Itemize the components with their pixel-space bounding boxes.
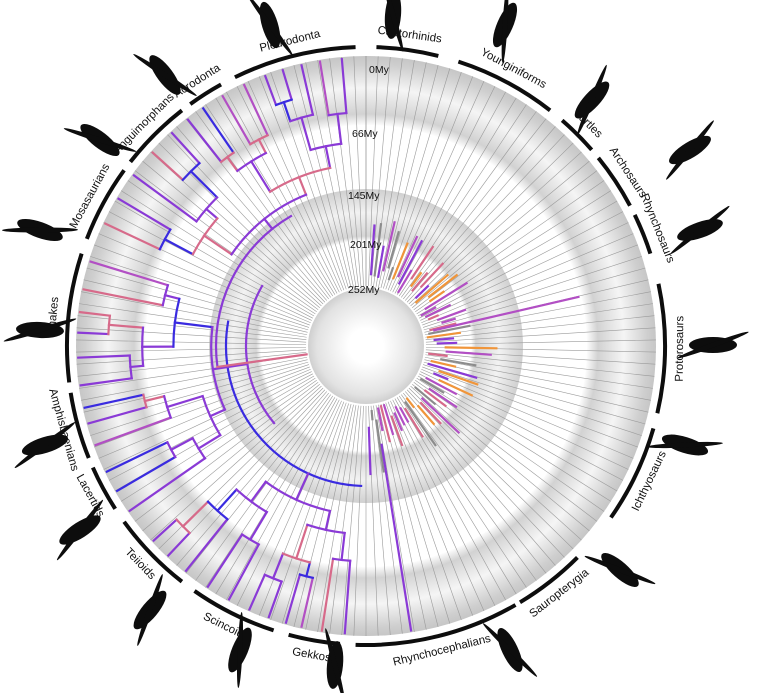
tree-branches xyxy=(77,57,580,635)
mosasaur-silhouette xyxy=(2,218,78,242)
clade-bar-pleurodonta xyxy=(234,45,356,80)
clade-bar-lacertids xyxy=(91,466,117,510)
time-label-0: 0My xyxy=(369,64,390,76)
clade-label: Acrodonta xyxy=(172,62,223,101)
animal-silhouettes xyxy=(2,0,749,693)
clade-label: Rhynchocephalians xyxy=(392,633,493,669)
plesiosaur-silhouette xyxy=(584,553,656,587)
clade-label: Protorosaurs xyxy=(674,316,687,382)
clade-bar-protorosaurs xyxy=(655,283,667,414)
time-axis-labels: 0My 66My 145My 201My 252My xyxy=(348,64,390,296)
clade-label: Lacertids xyxy=(74,472,107,519)
clade-bar-mosasaurians xyxy=(84,169,126,240)
protorosaur-silhouette xyxy=(677,331,749,359)
clade-bar-acrodonta xyxy=(189,82,223,106)
tuatara-silhouette xyxy=(482,623,538,677)
chameleon-silhouette xyxy=(133,53,197,97)
clade-bars xyxy=(65,45,667,647)
clade-bar-amphisbaenians xyxy=(68,392,91,459)
clade-label: Ichthyosaurs xyxy=(630,449,669,513)
lacertid-silhouette xyxy=(56,499,104,561)
time-bands xyxy=(76,56,656,636)
clade-bar-snakes xyxy=(65,252,84,383)
clade-bar-teiioids xyxy=(122,520,184,584)
time-label-252: 252My xyxy=(348,284,380,296)
younginiform-silhouette xyxy=(492,0,518,63)
clade-bar-rhynchosaurs xyxy=(632,214,653,255)
clade-bar-younginiforms xyxy=(457,59,552,112)
snake-silhouette xyxy=(3,318,77,342)
clade-bar-sauropterygia xyxy=(518,556,579,605)
clade-label: Gekkos xyxy=(291,646,332,665)
clade-bar-captorhinids xyxy=(376,45,439,58)
clade-bar-archosaurs xyxy=(596,156,632,207)
captorhinid-silhouette xyxy=(382,0,404,52)
ichthyosaur-silhouette xyxy=(647,434,723,456)
gecko-silhouette xyxy=(325,628,345,693)
monitor-silhouette xyxy=(63,124,137,156)
turtle-silhouette xyxy=(574,64,610,136)
clade-bar-anguimorphans xyxy=(128,108,184,164)
time-label-145: 145My xyxy=(348,190,380,202)
teiid-silhouette xyxy=(133,574,167,646)
clade-label: Teiioids xyxy=(122,546,157,582)
rhynchosaur-silhouette xyxy=(670,205,730,255)
iguana-silhouette xyxy=(247,0,293,56)
archosaur-silhouette xyxy=(666,120,714,180)
time-label-66: 66My xyxy=(352,128,378,140)
skink-silhouette xyxy=(228,612,252,688)
clade-label: Archosaurs xyxy=(607,145,649,200)
time-label-201: 201My xyxy=(350,239,382,251)
clade-bar-gekkos xyxy=(288,632,341,646)
clade-bar-ichthyosaurs xyxy=(609,427,656,519)
clade-bar-scincoids xyxy=(193,589,275,633)
amphisbaenian-silhouette xyxy=(14,421,76,469)
clade-bar-rhynchocephalians xyxy=(355,603,517,647)
